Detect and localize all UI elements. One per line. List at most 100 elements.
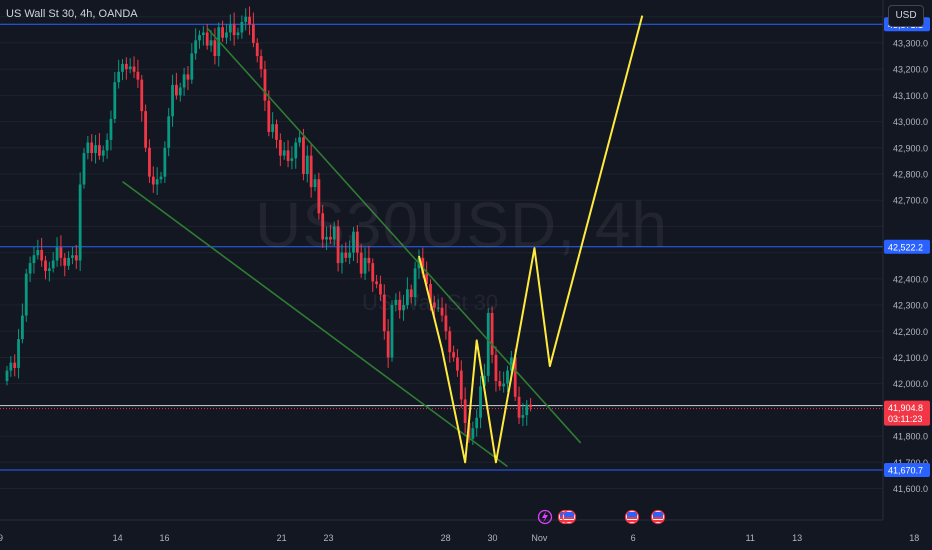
drawings bbox=[122, 15, 644, 468]
candle bbox=[159, 171, 163, 184]
candle bbox=[290, 146, 294, 170]
candle-body bbox=[71, 255, 74, 258]
candle bbox=[475, 409, 479, 437]
candle bbox=[171, 74, 174, 127]
y-tick-label: 41,600.0 bbox=[893, 484, 928, 494]
price-axis: 41,600.0 41,700.0 41,800.0 42,000.0 42,100.0… bbox=[882, 0, 932, 550]
candle-body bbox=[51, 260, 55, 269]
candle-body bbox=[232, 24, 236, 36]
candle bbox=[221, 20, 224, 42]
flag-stripe bbox=[627, 517, 637, 519]
chart-title: US Wall St 30, 4h, OANDA bbox=[6, 8, 138, 20]
candle bbox=[94, 134, 97, 164]
candle-body bbox=[282, 150, 286, 156]
candle bbox=[175, 72, 178, 100]
y-tick-label: 42,300.0 bbox=[893, 301, 928, 311]
y-tick-label: 42,000.0 bbox=[893, 379, 928, 389]
candle bbox=[59, 235, 63, 267]
candle bbox=[344, 242, 348, 263]
candle-body bbox=[121, 63, 124, 72]
candle-body bbox=[67, 257, 70, 266]
y-tick-label: 43,000.0 bbox=[893, 117, 928, 127]
x-tick-label: 30 bbox=[488, 533, 498, 543]
flag-stripe bbox=[653, 520, 663, 522]
candle bbox=[348, 240, 352, 265]
candle-body bbox=[386, 331, 390, 358]
candle-body bbox=[382, 294, 386, 332]
candle-body bbox=[128, 66, 132, 70]
flag-stripe bbox=[564, 520, 574, 522]
candle bbox=[498, 370, 502, 391]
candle-body bbox=[44, 260, 47, 271]
candle-body bbox=[94, 145, 97, 154]
candle-body bbox=[155, 179, 159, 185]
candle-body bbox=[228, 24, 232, 33]
candle-body bbox=[90, 142, 94, 154]
candle bbox=[128, 58, 132, 74]
candle bbox=[394, 293, 398, 312]
candle-body bbox=[9, 362, 13, 371]
candle-body bbox=[367, 257, 371, 264]
candle-body bbox=[456, 357, 459, 371]
lightning-icon bbox=[537, 509, 553, 525]
countdown-label: 03:11:23 bbox=[888, 414, 922, 424]
candle-body bbox=[82, 153, 86, 185]
candle-body bbox=[117, 71, 121, 83]
candle-body bbox=[363, 257, 367, 274]
candle bbox=[217, 22, 221, 67]
candle-body bbox=[244, 16, 248, 22]
candle-body bbox=[429, 284, 432, 303]
candle-body bbox=[355, 231, 359, 253]
candle-body bbox=[113, 82, 117, 119]
candle-body bbox=[305, 155, 309, 174]
candle-body bbox=[359, 252, 363, 274]
candle bbox=[90, 134, 94, 162]
candle-body bbox=[255, 42, 259, 57]
x-tick-label: 21 bbox=[277, 533, 287, 543]
candle-body bbox=[178, 87, 182, 96]
candle bbox=[105, 133, 109, 159]
level-label: 41,670.7 bbox=[888, 465, 923, 475]
candle-body bbox=[498, 381, 502, 387]
candles bbox=[5, 6, 532, 446]
candle bbox=[228, 14, 232, 41]
candle-body bbox=[59, 247, 63, 258]
candle-body bbox=[209, 40, 213, 46]
candle bbox=[486, 308, 490, 383]
candle-body bbox=[278, 139, 282, 156]
candle-body bbox=[240, 21, 244, 33]
candle bbox=[452, 345, 455, 362]
candle bbox=[282, 142, 286, 160]
candle bbox=[436, 299, 440, 312]
candle bbox=[459, 360, 463, 408]
candle bbox=[390, 300, 394, 362]
currency-button[interactable]: USD bbox=[888, 5, 924, 27]
candle-body bbox=[259, 56, 263, 70]
candle bbox=[325, 226, 328, 250]
candle-body bbox=[36, 250, 40, 256]
candle bbox=[109, 110, 113, 151]
candle-body bbox=[298, 137, 301, 143]
horizontal-levels bbox=[0, 23, 883, 471]
candle bbox=[82, 148, 86, 189]
candle bbox=[275, 119, 278, 149]
lightning-ring bbox=[537, 509, 553, 525]
candle bbox=[232, 12, 236, 46]
candle-body bbox=[294, 142, 298, 159]
y-tick-label: 42,400.0 bbox=[893, 274, 928, 284]
x-tick-label: 9 bbox=[0, 533, 3, 543]
candle bbox=[186, 66, 190, 91]
candle-body bbox=[425, 273, 429, 285]
candle bbox=[167, 107, 171, 157]
candle bbox=[367, 245, 371, 272]
candle bbox=[271, 112, 275, 139]
candle bbox=[194, 28, 198, 60]
candle bbox=[359, 244, 363, 278]
candle-body bbox=[475, 417, 479, 429]
candle bbox=[47, 261, 51, 282]
candle-body bbox=[186, 74, 190, 80]
price-axis-bg bbox=[883, 0, 932, 550]
candle-body bbox=[398, 299, 402, 311]
candle bbox=[5, 365, 9, 386]
